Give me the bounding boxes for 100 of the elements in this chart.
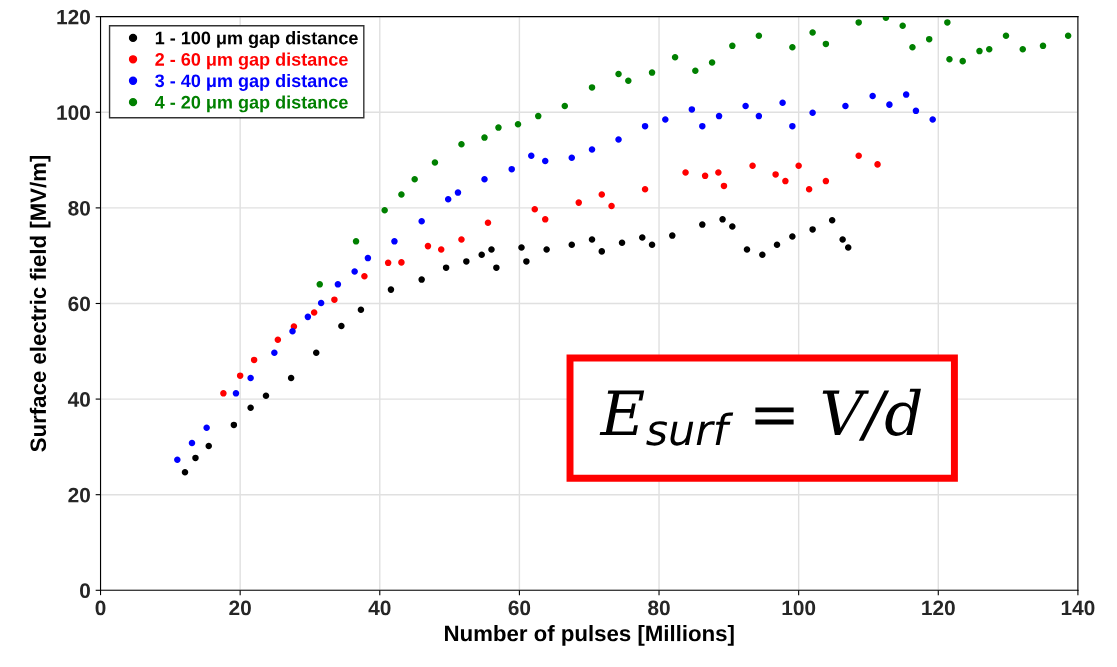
point bbox=[789, 44, 796, 51]
point bbox=[625, 77, 632, 84]
point bbox=[782, 177, 789, 185]
point bbox=[484, 219, 492, 226]
point bbox=[648, 69, 656, 76]
point bbox=[909, 44, 916, 51]
point bbox=[839, 236, 846, 243]
point bbox=[615, 70, 622, 78]
point bbox=[364, 254, 372, 262]
x-tick-label: 0 bbox=[95, 600, 106, 616]
point bbox=[720, 182, 728, 190]
point bbox=[384, 259, 392, 267]
x-axis-title: Number of pulses [Millions] bbox=[445, 624, 734, 646]
point bbox=[463, 258, 470, 265]
x-tick-label: 100 bbox=[782, 600, 816, 616]
point bbox=[543, 246, 550, 253]
point bbox=[902, 91, 910, 98]
point bbox=[387, 286, 395, 293]
point bbox=[755, 112, 763, 120]
point bbox=[598, 191, 606, 198]
point bbox=[869, 92, 876, 100]
point bbox=[236, 372, 244, 379]
point bbox=[715, 169, 722, 176]
point bbox=[418, 218, 425, 225]
point bbox=[361, 272, 368, 280]
point bbox=[682, 169, 689, 176]
point bbox=[708, 59, 716, 66]
point bbox=[289, 327, 296, 335]
point bbox=[541, 216, 549, 223]
point bbox=[959, 57, 966, 65]
point bbox=[454, 189, 462, 196]
point bbox=[304, 313, 312, 321]
point bbox=[192, 454, 199, 462]
legend-label: 2 - 60 μm gap distance bbox=[155, 52, 348, 70]
point bbox=[287, 374, 295, 382]
point bbox=[1002, 32, 1010, 40]
point bbox=[381, 207, 388, 214]
annotation: E$_{surf}$ = V/d bbox=[599, 388, 921, 446]
x-tick-label: 140 bbox=[1061, 600, 1095, 616]
point bbox=[1039, 42, 1047, 50]
point bbox=[437, 246, 445, 253]
point bbox=[639, 234, 646, 241]
point bbox=[779, 99, 786, 106]
x-tick-label: 60 bbox=[508, 600, 531, 616]
point bbox=[338, 322, 345, 330]
point bbox=[588, 146, 596, 153]
point bbox=[493, 264, 500, 271]
point bbox=[886, 101, 893, 108]
point bbox=[641, 185, 649, 193]
legend-label: 3 - 40 μm gap distance bbox=[155, 73, 348, 91]
x-tick-label: 80 bbox=[648, 600, 670, 616]
point bbox=[662, 116, 669, 123]
point bbox=[828, 217, 836, 224]
point bbox=[985, 45, 993, 53]
point bbox=[220, 390, 227, 397]
point bbox=[588, 84, 596, 91]
point bbox=[688, 106, 696, 113]
point bbox=[944, 19, 951, 26]
point bbox=[444, 196, 452, 203]
point bbox=[247, 404, 254, 411]
point bbox=[669, 232, 676, 239]
point bbox=[181, 468, 189, 476]
point bbox=[699, 122, 706, 130]
point bbox=[458, 236, 465, 243]
point bbox=[230, 421, 238, 429]
point bbox=[481, 134, 488, 141]
point bbox=[929, 116, 936, 123]
point bbox=[809, 226, 816, 233]
point bbox=[232, 390, 240, 397]
y-tick-label: 20 bbox=[68, 487, 90, 503]
point bbox=[541, 157, 549, 165]
point bbox=[331, 296, 338, 303]
point bbox=[418, 276, 425, 283]
point bbox=[715, 112, 723, 120]
y-tick-label: 120 bbox=[57, 9, 90, 25]
point bbox=[641, 122, 649, 130]
point bbox=[912, 107, 920, 115]
legend-label: 4 - 20 μm gap distance bbox=[154, 95, 348, 113]
point bbox=[310, 309, 318, 316]
point bbox=[618, 239, 626, 247]
point bbox=[789, 233, 796, 240]
y-tick-label: 40 bbox=[67, 392, 90, 407]
point bbox=[351, 268, 358, 275]
point bbox=[352, 238, 360, 245]
point bbox=[773, 241, 781, 248]
point bbox=[608, 202, 615, 210]
point bbox=[535, 112, 542, 120]
point bbox=[561, 102, 569, 110]
point bbox=[976, 47, 983, 55]
point bbox=[822, 40, 830, 48]
point bbox=[495, 124, 502, 131]
point bbox=[925, 35, 933, 43]
point bbox=[648, 241, 656, 248]
point bbox=[692, 67, 699, 74]
point bbox=[523, 258, 530, 265]
legend-label: 1 - 100 μm gap distance bbox=[155, 31, 358, 49]
point bbox=[481, 175, 488, 183]
point bbox=[855, 152, 862, 160]
point bbox=[316, 281, 323, 288]
y-tick-label: 0 bbox=[80, 583, 90, 599]
